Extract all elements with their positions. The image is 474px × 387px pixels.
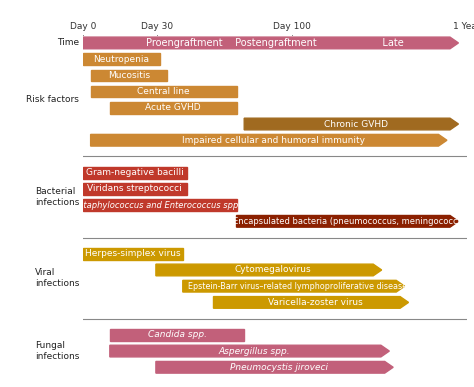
Text: Pneumocystis jiroveci: Pneumocystis jiroveci xyxy=(230,363,328,372)
Text: Chronic GVHD: Chronic GVHD xyxy=(324,120,388,128)
Text: Neutropenia: Neutropenia xyxy=(93,55,149,63)
FancyArrow shape xyxy=(156,361,393,373)
Text: Herpes-simplex virus: Herpes-simplex virus xyxy=(85,249,181,258)
Bar xyxy=(83,199,237,211)
Bar xyxy=(110,329,244,341)
Text: Fungal
infections: Fungal infections xyxy=(35,341,79,361)
Text: Viral
infections: Viral infections xyxy=(35,269,79,288)
Text: Central line: Central line xyxy=(137,87,190,96)
Text: Gram-negative bacilli: Gram-negative bacilli xyxy=(86,168,183,177)
Bar xyxy=(110,102,237,114)
FancyArrow shape xyxy=(213,296,409,308)
Text: Risk factors: Risk factors xyxy=(26,95,79,104)
FancyArrow shape xyxy=(91,134,447,146)
Text: 1 Year: 1 Year xyxy=(453,22,474,31)
Text: Impaired cellular and humoral immunity: Impaired cellular and humoral immunity xyxy=(182,136,365,145)
Text: Time: Time xyxy=(57,38,79,48)
Text: Day 100: Day 100 xyxy=(273,22,311,31)
FancyArrow shape xyxy=(244,118,458,130)
FancyArrow shape xyxy=(183,280,405,292)
Text: Cytomegalovirus: Cytomegalovirus xyxy=(235,265,311,274)
Text: Varicella-zoster virus: Varicella-zoster virus xyxy=(268,298,363,307)
Bar xyxy=(83,183,187,195)
Bar xyxy=(91,70,167,81)
Bar xyxy=(91,86,237,98)
Text: Aspergillus spp.: Aspergillus spp. xyxy=(218,347,290,356)
Text: Day 30: Day 30 xyxy=(141,22,173,31)
Bar xyxy=(83,248,183,260)
Text: Mucositis: Mucositis xyxy=(108,71,150,80)
Text: Proengraftment    Postengraftment                     Late: Proengraftment Postengraftment Late xyxy=(146,38,404,48)
Text: Acute GVHD: Acute GVHD xyxy=(146,103,201,112)
Bar xyxy=(83,53,160,65)
Text: Day 0: Day 0 xyxy=(70,22,96,31)
Text: Encapsulated bacteria (pneumococcus, meningococcus): Encapsulated bacteria (pneumococcus, men… xyxy=(233,217,471,226)
FancyArrow shape xyxy=(83,37,458,49)
Text: Epstein-Barr virus–related lymphoproliferative disease: Epstein-Barr virus–related lymphoprolife… xyxy=(188,282,408,291)
Bar xyxy=(83,167,187,178)
FancyArrow shape xyxy=(156,264,382,276)
FancyArrow shape xyxy=(110,345,389,357)
Text: Candida spp.: Candida spp. xyxy=(147,330,207,339)
Text: Bacterial
infections: Bacterial infections xyxy=(35,187,79,207)
Text: Viridans streptococci: Viridans streptococci xyxy=(87,184,182,194)
Text: Staphylococcus and Enterococcus spp.: Staphylococcus and Enterococcus spp. xyxy=(78,200,241,210)
FancyArrow shape xyxy=(237,216,458,227)
